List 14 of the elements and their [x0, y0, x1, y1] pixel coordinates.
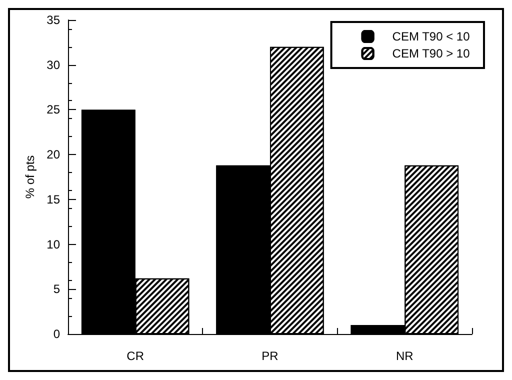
y-tick-label: 30 [46, 58, 60, 72]
y-tick-label: 15 [46, 192, 60, 206]
y-tick-label: 25 [46, 102, 60, 117]
y-tick-label: 0 [53, 327, 60, 341]
legend-label: CEM T90 > 10 [392, 46, 470, 60]
y-axis-title: % of pts [22, 155, 37, 199]
y-tick-label: 20 [46, 148, 60, 162]
x-tick-label: NR [396, 349, 414, 363]
y-tick-label: 5 [53, 282, 60, 296]
y-tick-label: 35 [46, 13, 60, 27]
legend-label: CEM T90 < 10 [392, 30, 470, 44]
y-tick-label: 10 [46, 237, 60, 252]
x-tick-label: PR [262, 349, 279, 363]
x-tick-label: CR [126, 349, 144, 363]
